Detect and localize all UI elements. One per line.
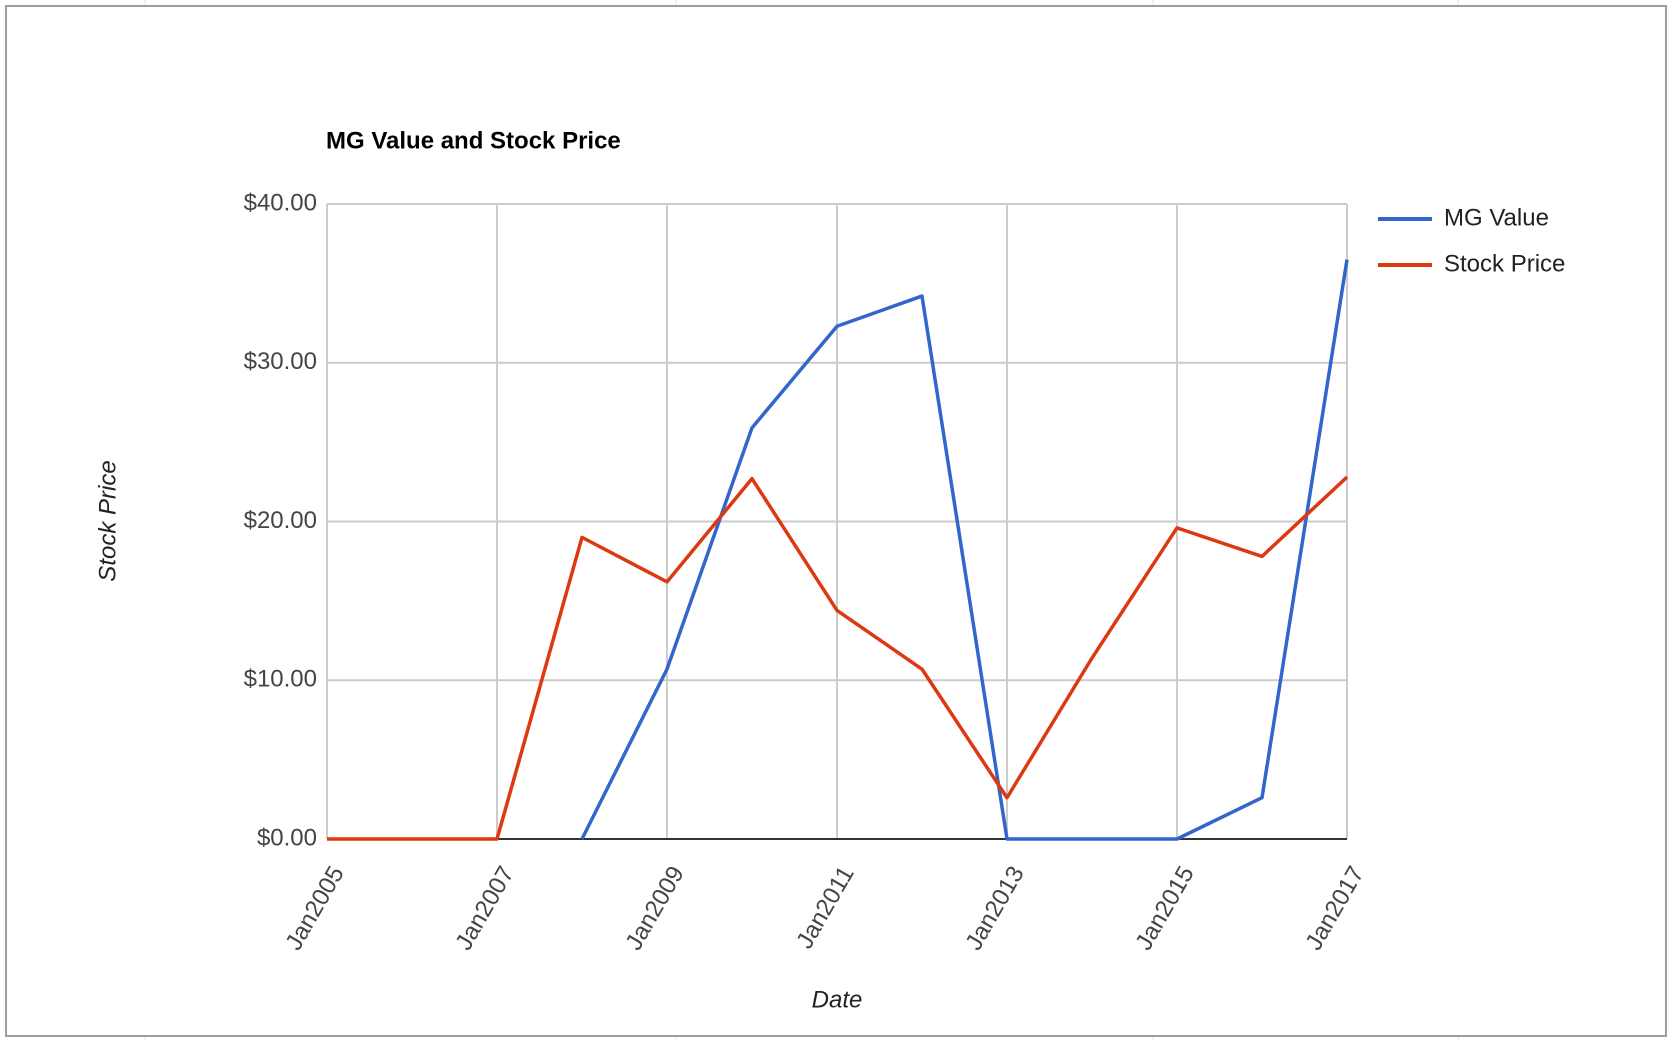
y-tick-label: $0.00 bbox=[257, 824, 317, 851]
chart-title: MG Value and Stock Price bbox=[326, 127, 621, 154]
x-axis-title: Date bbox=[812, 986, 863, 1013]
legend-label: Stock Price bbox=[1444, 250, 1565, 277]
series-line bbox=[580, 259, 1349, 841]
y-tick-label: $40.00 bbox=[244, 189, 317, 216]
y-axis-title: Stock Price bbox=[94, 460, 121, 581]
series-line bbox=[327, 475, 1349, 841]
y-tick-label: $30.00 bbox=[244, 348, 317, 375]
legend-label: MG Value bbox=[1444, 204, 1549, 231]
y-tick-label: $10.00 bbox=[244, 666, 317, 693]
y-tick-label: $20.00 bbox=[244, 507, 317, 534]
